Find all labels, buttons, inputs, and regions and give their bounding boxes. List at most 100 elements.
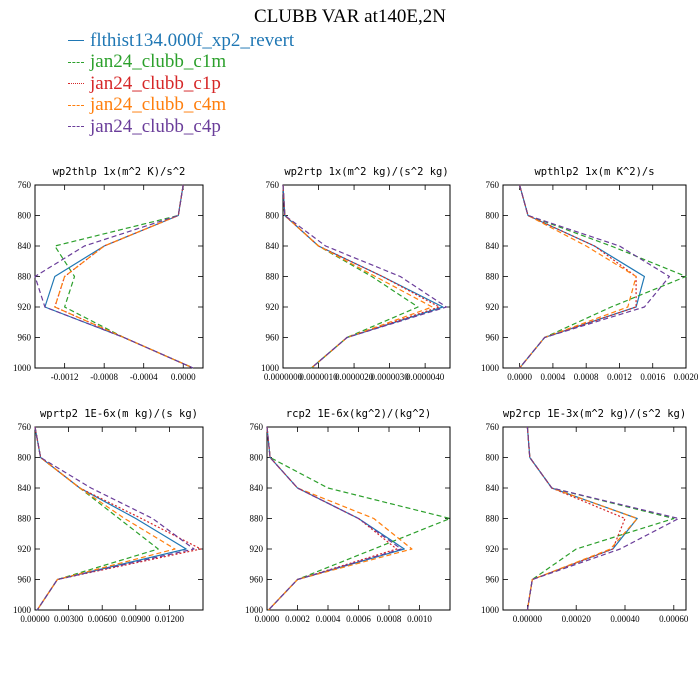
chart-title: rcp2 1E-6x(kg^2)/(kg^2): [286, 408, 431, 420]
legend-label: jan24_clubb_c1m: [90, 51, 227, 73]
series-line: [266, 426, 398, 611]
legend-item: jan24_clubb_c1p: [68, 73, 294, 95]
chart-title: wpthlp2 1x(m K^2)/s: [534, 166, 654, 178]
series-line: [34, 426, 159, 611]
x-tick-label: 0.0008: [377, 614, 402, 624]
series-line: [282, 184, 444, 369]
x-tick-label: 0.00020: [562, 614, 592, 624]
y-tick-label: 760: [486, 422, 500, 432]
x-tick-label: 0.0000030: [370, 372, 409, 382]
y-tick-label: 960: [486, 333, 500, 343]
chart-panel: rcp2 1E-6x(kg^2)/(kg^2) 760 800 840 880 920 96…: [245, 408, 451, 624]
series-line: [282, 184, 440, 369]
series-line: [526, 426, 675, 611]
legend: flthist134.000f_xp2_revert jan24_clubb_c…: [68, 30, 294, 138]
y-tick-label: 840: [18, 241, 32, 251]
series-line: [266, 426, 413, 611]
x-tick-label: 0.0000010: [299, 372, 338, 382]
chart-panel: wpthlp2 1x(m K^2)/s 760 800 840 880 920 960 100…: [481, 166, 699, 382]
y-tick-label: 880: [486, 272, 500, 282]
legend-label: flthist134.000f_xp2_revert: [90, 29, 295, 51]
legend-line: [68, 126, 84, 128]
series-line: [34, 184, 194, 369]
series-line: [526, 426, 626, 611]
y-tick-label: 880: [486, 514, 500, 524]
chart-title: wp2rcp 1E-3x(m^2 kg)/(s^2 kg): [503, 408, 686, 420]
x-tick-label: 0.00000: [513, 614, 543, 624]
chart-panel: wprtp2 1E-6x(m kg)/(s kg) 760 800 840 880 920…: [13, 408, 204, 624]
legend-line: [68, 104, 84, 106]
y-tick-label: 920: [266, 302, 280, 312]
x-tick-label: 0.0010: [407, 614, 432, 624]
x-tick-label: 0.0006: [346, 614, 371, 624]
series-line: [54, 184, 194, 369]
y-tick-label: 1000: [245, 605, 264, 615]
series-line: [34, 426, 176, 611]
x-tick-label: 0.0000040: [406, 372, 445, 382]
series-line: [282, 184, 433, 369]
x-tick-label: 0.0008: [574, 372, 599, 382]
x-tick-label: 0.0012: [607, 372, 632, 382]
plot-frame: [34, 184, 204, 369]
series-line: [44, 184, 194, 369]
y-tick-label: 960: [266, 333, 280, 343]
y-tick-label: 880: [266, 272, 280, 282]
legend-item: jan24_clubb_c4m: [68, 94, 294, 117]
series-line: [519, 184, 687, 369]
x-tick-label: 0.00060: [659, 614, 689, 624]
plot-frame: [282, 184, 451, 369]
y-tick-label: 800: [486, 453, 500, 463]
series-line: [519, 184, 637, 369]
series-line: [519, 184, 671, 369]
x-tick-label: 0.0004: [541, 372, 566, 382]
y-tick-label: 920: [18, 544, 32, 554]
y-tick-label: 760: [18, 422, 32, 432]
x-tick-label: 0.0002: [285, 614, 310, 624]
y-tick-label: 880: [250, 514, 264, 524]
series-line: [519, 184, 637, 369]
chart-panel: wp2thlp 1x(m^2 K)/s^2 760 800 840 880 920 960 1…: [13, 166, 204, 382]
series-line: [34, 426, 202, 611]
y-tick-label: 840: [266, 241, 280, 251]
series-line: [54, 184, 194, 369]
series-line: [519, 184, 646, 369]
y-tick-label: 1000: [13, 605, 32, 615]
series-line: [266, 426, 402, 611]
series-line: [526, 426, 680, 611]
y-tick-label: 1000: [481, 605, 500, 615]
y-tick-label: 760: [250, 422, 264, 432]
x-tick-label: 0.0000: [171, 372, 196, 382]
y-tick-label: 800: [18, 453, 32, 463]
y-tick-label: 960: [250, 575, 264, 585]
x-tick-label: 0.00900: [121, 614, 151, 624]
legend-item: jan24_clubb_c4p: [68, 116, 294, 138]
x-tick-label: 0.00600: [88, 614, 118, 624]
legend-item: jan24_clubb_c1m: [68, 51, 294, 74]
y-tick-label: 840: [18, 483, 32, 493]
legend-item: flthist134.000f_xp2_revert: [68, 30, 294, 52]
chart-panel: wp2rtp 1x(m^2 kg)/(s^2 kg) 760 800 840 880 92…: [261, 166, 451, 382]
legend-label: jan24_clubb_c1p: [90, 72, 221, 94]
series-line: [54, 184, 194, 369]
x-tick-label: -0.0012: [51, 372, 79, 382]
series-line: [282, 184, 419, 369]
y-tick-label: 800: [486, 211, 500, 221]
y-tick-label: 800: [18, 211, 32, 221]
x-tick-label: 0.0000000: [264, 372, 303, 382]
series-line: [34, 426, 187, 611]
legend-line: [68, 83, 84, 85]
x-tick-label: -0.0008: [90, 372, 118, 382]
y-tick-label: 920: [250, 544, 264, 554]
plot-frame: [502, 184, 687, 369]
y-tick-label: 880: [18, 272, 32, 282]
y-tick-label: 840: [486, 241, 500, 251]
x-tick-label: 0.00000: [20, 614, 50, 624]
y-tick-label: 1000: [481, 363, 500, 373]
x-tick-label: 0.00040: [610, 614, 640, 624]
chart-title: wp2thlp 1x(m^2 K)/s^2: [53, 166, 186, 178]
y-tick-label: 960: [486, 575, 500, 585]
x-tick-label: 0.00300: [54, 614, 84, 624]
chart-title: wprtp2 1E-6x(m kg)/(s kg): [40, 408, 198, 420]
x-tick-label: -0.0004: [130, 372, 158, 382]
y-tick-label: 840: [486, 483, 500, 493]
